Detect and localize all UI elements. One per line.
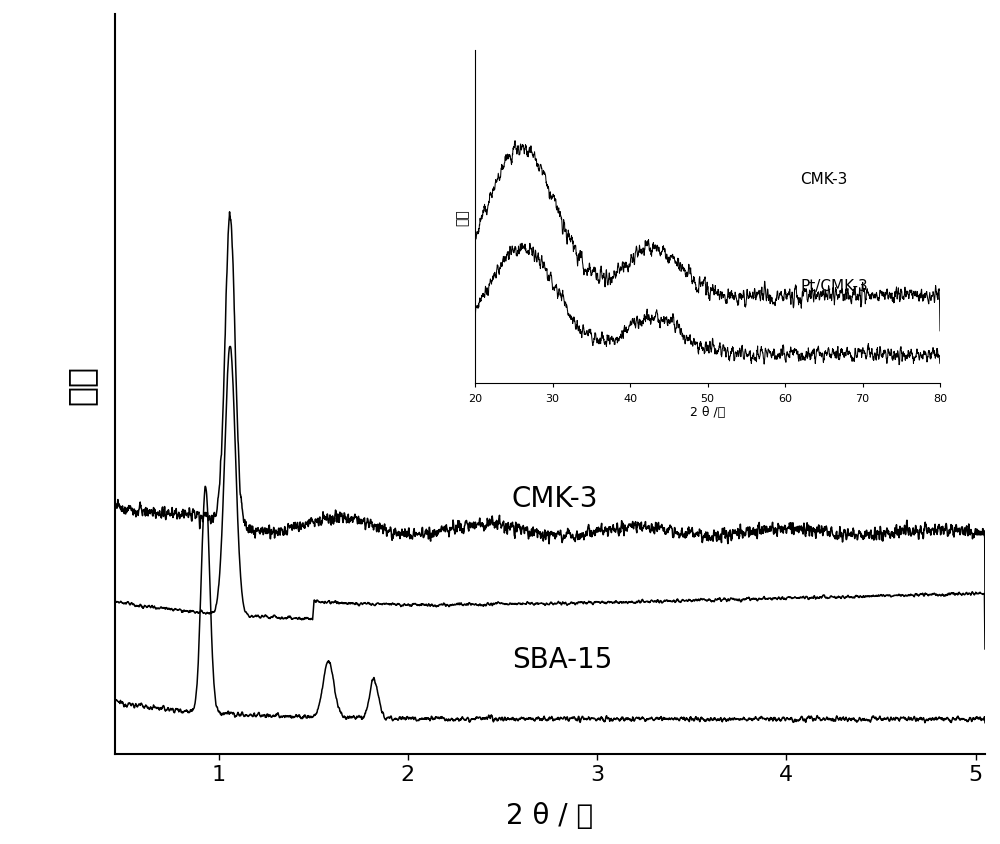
Text: CMK-3: CMK-3 <box>512 484 598 512</box>
X-axis label: 2 θ / 度: 2 θ / 度 <box>506 801 593 829</box>
Text: CMK-3: CMK-3 <box>800 172 848 187</box>
Y-axis label: 强度: 强度 <box>65 365 98 404</box>
X-axis label: 2 θ /度: 2 θ /度 <box>690 406 725 419</box>
Y-axis label: 强度: 强度 <box>455 209 469 225</box>
Text: Pt/CMK-3: Pt/CMK-3 <box>800 279 868 294</box>
Text: Pt/CMK-3: Pt/CMK-3 <box>512 327 635 355</box>
Text: SBA-15: SBA-15 <box>512 645 612 673</box>
